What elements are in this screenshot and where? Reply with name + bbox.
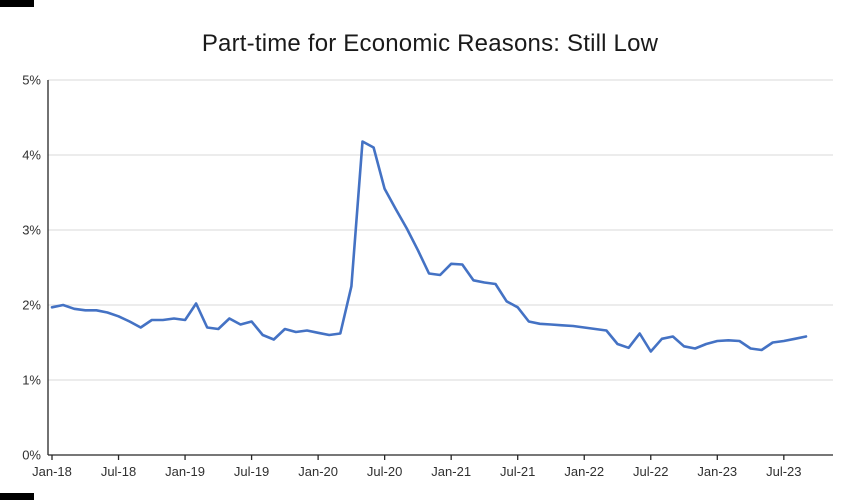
x-axis-label: Jan-22: [564, 464, 604, 479]
axes: [47, 80, 833, 456]
screenshot-edge-artifact-top: [0, 0, 34, 7]
x-axis-label: Jul-21: [500, 464, 535, 479]
y-axis-label: 0%: [22, 448, 41, 463]
chart-title: Part-time for Economic Reasons: Still Lo…: [201, 30, 659, 57]
screenshot-edge-artifact-bottom: [0, 493, 34, 500]
y-axis-label: 2%: [22, 298, 41, 313]
x-axis-label: Jul-18: [101, 464, 136, 479]
x-axis-label: Jan-19: [165, 464, 205, 479]
x-axis-label: Jan-23: [697, 464, 737, 479]
x-axis-label: Jan-18: [32, 464, 72, 479]
y-axis-label: 3%: [22, 223, 41, 238]
x-axis-label: Jul-19: [234, 464, 269, 479]
data-series-line: [50, 140, 808, 353]
y-axis-label: 4%: [22, 148, 41, 163]
y-axis-labels: 0% 1% 2% 3% 4% 5%: [22, 73, 41, 463]
y-axis-label: 5%: [22, 73, 41, 88]
x-axis-label: Jul-23: [766, 464, 801, 479]
x-axis-label: Jul-20: [367, 464, 402, 479]
x-axis-label: Jan-20: [298, 464, 338, 479]
y-axis-label: 1%: [22, 373, 41, 388]
x-axis-ticks: [51, 455, 785, 460]
x-axis-label: Jul-22: [633, 464, 668, 479]
x-axis-labels: Jan-18 Jul-18 Jan-19 Jul-19 Jan-20 Jul-20 Jan-…: [32, 464, 801, 479]
x-axis-label: Jan-21: [431, 464, 471, 479]
gridlines: [48, 79, 833, 381]
